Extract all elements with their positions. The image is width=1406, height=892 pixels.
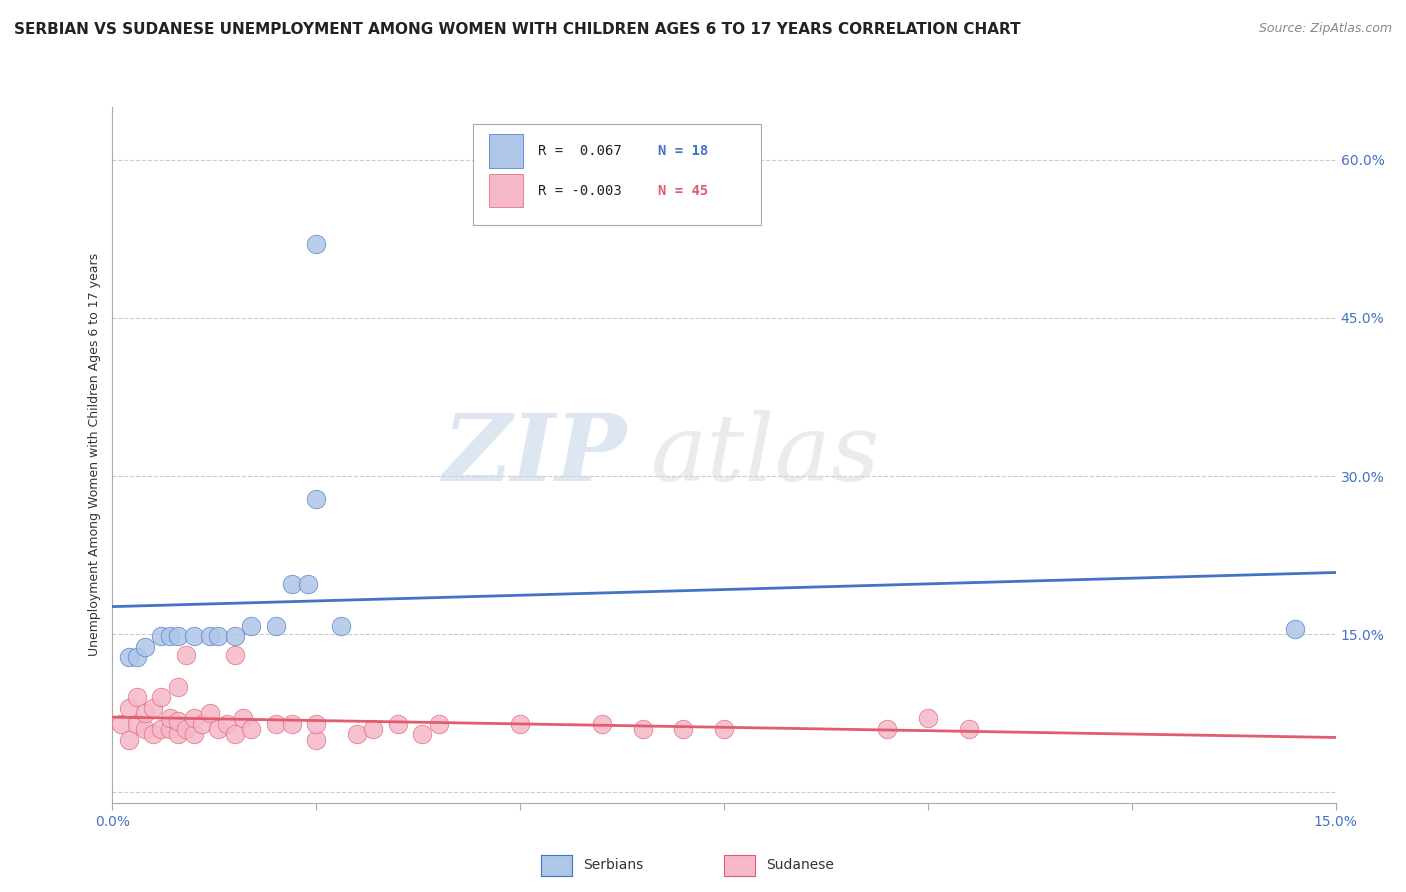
Bar (489, 134, 523, 168)
Point (281, 716, 304, 731)
Point (183, 711, 205, 725)
Text: Serbians: Serbians (583, 858, 644, 872)
Text: Sudanese: Sudanese (766, 858, 834, 872)
Point (174, 722, 197, 736)
Bar (489, 174, 523, 207)
Point (387, 716, 409, 731)
Point (305, 237, 328, 252)
Point (346, 727, 368, 741)
Point (125, 650, 148, 665)
Point (281, 576, 304, 591)
FancyBboxPatch shape (474, 124, 761, 226)
Text: Source: ZipAtlas.com: Source: ZipAtlas.com (1258, 22, 1392, 36)
Point (631, 722, 654, 736)
Point (150, 690, 173, 705)
Point (305, 732, 328, 747)
Point (150, 629, 173, 643)
Text: ZIP: ZIP (441, 410, 626, 500)
Text: SERBIAN VS SUDANESE UNEMPLOYMENT AMONG WOMEN WITH CHILDREN AGES 6 TO 17 YEARS CO: SERBIAN VS SUDANESE UNEMPLOYMENT AMONG W… (14, 22, 1021, 37)
Point (957, 722, 980, 736)
Point (174, 648, 197, 663)
Text: R =  0.067: R = 0.067 (538, 144, 621, 158)
Point (363, 722, 385, 736)
Point (134, 706, 156, 721)
Point (166, 714, 188, 728)
Text: N = 45: N = 45 (658, 184, 709, 197)
Point (427, 716, 450, 731)
Point (240, 722, 263, 736)
Point (142, 727, 165, 741)
Point (183, 629, 205, 643)
Point (166, 680, 188, 694)
Point (917, 711, 939, 725)
Point (118, 701, 141, 715)
Point (200, 629, 222, 643)
Point (591, 716, 613, 731)
Point (191, 716, 214, 731)
Point (876, 722, 898, 736)
Point (264, 618, 287, 632)
Point (125, 716, 148, 731)
Text: N = 18: N = 18 (658, 144, 709, 158)
Point (150, 722, 173, 736)
Text: R = -0.003: R = -0.003 (538, 184, 621, 197)
Point (118, 732, 141, 747)
Point (166, 727, 188, 741)
Point (305, 716, 328, 731)
Point (166, 629, 188, 643)
Point (183, 727, 205, 741)
Point (207, 629, 229, 643)
Point (264, 716, 287, 731)
Point (159, 629, 181, 643)
Y-axis label: Unemployment Among Women with Children Ages 6 to 17 years: Unemployment Among Women with Children A… (89, 253, 101, 657)
Point (142, 701, 165, 715)
Point (329, 618, 352, 632)
Point (134, 640, 156, 654)
Point (134, 722, 156, 736)
Point (713, 722, 735, 736)
Point (215, 716, 238, 731)
Point (159, 722, 181, 736)
Point (1284, 622, 1306, 636)
Point (297, 576, 319, 591)
Point (509, 716, 531, 731)
Point (672, 722, 695, 736)
Text: atlas: atlas (651, 410, 880, 500)
Point (200, 706, 222, 721)
Point (125, 690, 148, 705)
Point (232, 711, 254, 725)
Point (110, 716, 132, 731)
Point (159, 711, 181, 725)
Point (240, 618, 263, 632)
Point (224, 727, 246, 741)
Point (411, 727, 433, 741)
Point (224, 629, 246, 643)
Point (305, 492, 328, 507)
Point (224, 648, 246, 663)
Point (118, 650, 141, 665)
Point (207, 722, 229, 736)
